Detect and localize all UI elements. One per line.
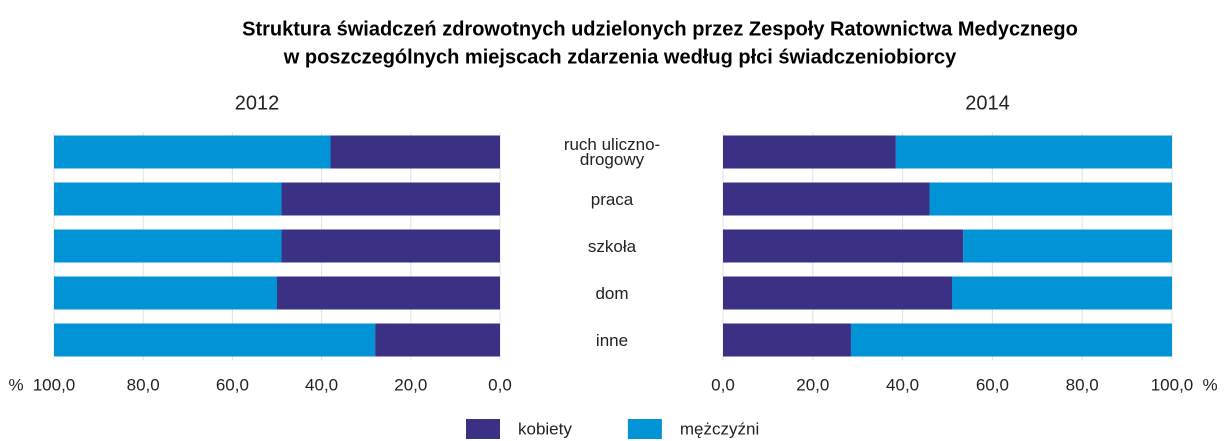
bar-segment	[723, 182, 930, 216]
x-tick-label: 20,0	[394, 375, 427, 394]
x-tick-label: 80,0	[1066, 375, 1099, 394]
bar-segment	[281, 182, 500, 216]
legend-swatch	[466, 419, 500, 439]
category-label: szkoła	[587, 236, 637, 256]
x-tick-label: 40,0	[305, 375, 338, 394]
bar-segment	[951, 276, 1172, 310]
bar-segment	[850, 323, 1172, 357]
category-label: praca	[590, 189, 634, 209]
x-tick-label: 60,0	[216, 375, 249, 394]
bar-segment	[330, 135, 500, 169]
x-tick-label: 80,0	[127, 375, 160, 394]
bar-segment	[723, 276, 952, 310]
bar-segment	[281, 229, 500, 263]
bar-segment	[723, 229, 964, 263]
x-tick-label: 100,0	[1151, 375, 1194, 394]
bar-segment	[723, 135, 896, 169]
category-label: ruch uliczno-drogowy	[563, 135, 661, 169]
x-unit: %	[8, 375, 23, 394]
category-label: inne	[595, 330, 629, 350]
panel-title: 2012	[235, 92, 280, 114]
legend-label: mężczyźni	[680, 419, 759, 438]
bar-segment	[54, 135, 331, 169]
bar-segment	[54, 182, 282, 216]
x-tick-label: 0,0	[488, 375, 512, 394]
bar-segment	[375, 323, 500, 357]
chart-title: Struktura świadczeń zdrowotnych udzielon…	[242, 18, 1078, 40]
x-unit: %	[1202, 375, 1217, 394]
bar-segment	[723, 323, 851, 357]
x-tick-label: 60,0	[976, 375, 1009, 394]
legend-label: kobiety	[518, 419, 572, 438]
bar-segment	[963, 229, 1172, 263]
bar-segment	[929, 182, 1172, 216]
x-tick-label: 20,0	[796, 375, 829, 394]
bar-segment	[54, 323, 376, 357]
panel-title: 2014	[965, 92, 1010, 114]
bar-segment	[277, 276, 500, 310]
category-label: dom	[595, 283, 629, 303]
x-tick-label: 0,0	[711, 375, 735, 394]
bar-segment	[54, 276, 277, 310]
chart-title: w poszczególnych miejscach zdarzenia wed…	[283, 46, 957, 68]
legend-swatch	[627, 419, 662, 439]
x-tick-label: 100,0	[33, 375, 76, 394]
bar-segment	[54, 229, 282, 263]
x-tick-label: 40,0	[886, 375, 919, 394]
bar-segment	[895, 135, 1172, 169]
